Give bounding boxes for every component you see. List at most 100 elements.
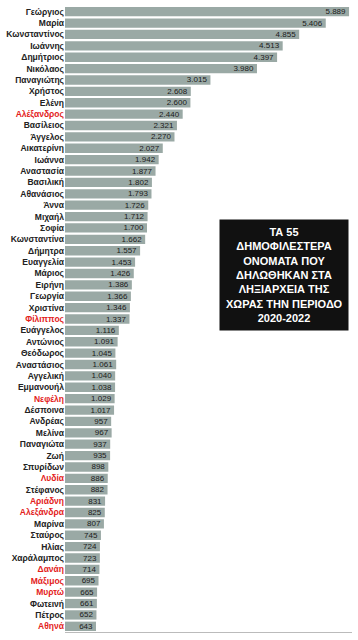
svg-text:2.608: 2.608 bbox=[167, 87, 188, 96]
svg-text:831: 831 bbox=[88, 497, 102, 506]
svg-text:935: 935 bbox=[93, 451, 107, 460]
svg-text:Άννα: Άννα bbox=[43, 200, 64, 210]
svg-text:4.855: 4.855 bbox=[276, 30, 297, 39]
svg-text:Αγγελική: Αγγελική bbox=[28, 371, 64, 381]
svg-text:724: 724 bbox=[83, 542, 97, 551]
svg-text:Μαρία: Μαρία bbox=[39, 18, 65, 28]
svg-text:886: 886 bbox=[91, 474, 105, 483]
svg-text:Φίλιππος: Φίλιππος bbox=[25, 314, 64, 324]
svg-text:ΤΑ 55ΔΗΜΟΦΙΛΕΣΤΕΡΑΟΝΟΜΑΤΑ ΠΟΥΔ: ΤΑ 55ΔΗΜΟΦΙΛΕΣΤΕΡΑΟΝΟΜΑΤΑ ΠΟΥΔΗΛΩΘΗΚΑΝ Σ… bbox=[226, 226, 342, 324]
svg-text:Μαρίνα: Μαρίνα bbox=[34, 519, 65, 529]
svg-text:Μάριος: Μάριος bbox=[34, 268, 64, 278]
svg-text:Ζωή: Ζωή bbox=[46, 451, 64, 461]
svg-text:Ειρήνη: Ειρήνη bbox=[36, 280, 64, 290]
svg-text:4.397: 4.397 bbox=[254, 53, 275, 62]
svg-text:2.027: 2.027 bbox=[139, 144, 160, 153]
svg-text:Μυρτώ: Μυρτώ bbox=[36, 587, 64, 597]
svg-text:Δέσποινα: Δέσποινα bbox=[24, 405, 64, 415]
svg-text:Αλέξανδρος: Αλέξανδρος bbox=[16, 109, 65, 119]
svg-text:Ευαγγελία: Ευαγγελία bbox=[22, 257, 64, 267]
svg-text:1.061: 1.061 bbox=[93, 360, 114, 369]
svg-text:Δανάη: Δανάη bbox=[38, 564, 64, 574]
svg-text:Αριάδνη: Αριάδνη bbox=[30, 496, 64, 506]
svg-text:2.440: 2.440 bbox=[159, 110, 180, 119]
svg-text:1.045: 1.045 bbox=[92, 349, 113, 358]
svg-text:1.040: 1.040 bbox=[92, 371, 113, 380]
svg-text:3.015: 3.015 bbox=[187, 75, 208, 84]
svg-text:Αθηνά: Αθηνά bbox=[38, 621, 65, 631]
svg-text:Ανδρέας: Ανδρέας bbox=[30, 416, 65, 426]
svg-text:Αλεξάνδρα: Αλεξάνδρα bbox=[20, 507, 65, 517]
svg-text:Νεφέλη: Νεφέλη bbox=[34, 394, 64, 404]
svg-text:1.662: 1.662 bbox=[122, 235, 143, 244]
svg-text:652: 652 bbox=[80, 610, 94, 619]
svg-text:Εμμανουήλ: Εμμανουήλ bbox=[18, 382, 64, 392]
svg-text:1.116: 1.116 bbox=[96, 326, 116, 335]
svg-text:Μιχαήλ: Μιχαήλ bbox=[35, 212, 64, 222]
svg-text:Σπυρίδων: Σπυρίδων bbox=[23, 462, 64, 472]
svg-text:1.038: 1.038 bbox=[91, 383, 112, 392]
svg-text:Μελίνα: Μελίνα bbox=[36, 428, 65, 438]
svg-text:1.557: 1.557 bbox=[117, 246, 138, 255]
svg-text:1.942: 1.942 bbox=[135, 155, 156, 164]
svg-text:Φωτεινή: Φωτεινή bbox=[30, 599, 64, 609]
svg-text:937: 937 bbox=[93, 440, 107, 449]
svg-text:1.386: 1.386 bbox=[108, 280, 129, 289]
svg-text:Χαράλαμπος: Χαράλαμπος bbox=[12, 553, 65, 563]
svg-text:Βασίλειος: Βασίλειος bbox=[24, 120, 65, 130]
svg-text:2.321: 2.321 bbox=[153, 121, 174, 130]
svg-text:665: 665 bbox=[80, 588, 94, 597]
svg-text:Λυδία: Λυδία bbox=[41, 473, 65, 483]
svg-text:1.029: 1.029 bbox=[91, 394, 112, 403]
svg-text:825: 825 bbox=[88, 508, 102, 517]
svg-text:2.270: 2.270 bbox=[151, 132, 172, 141]
svg-text:957: 957 bbox=[94, 417, 108, 426]
svg-text:882: 882 bbox=[91, 485, 105, 494]
svg-text:Αντώνιος: Αντώνιος bbox=[26, 337, 65, 347]
svg-text:723: 723 bbox=[83, 554, 97, 563]
svg-text:1.091: 1.091 bbox=[94, 337, 115, 346]
svg-text:1.337: 1.337 bbox=[106, 315, 127, 324]
svg-text:1.346: 1.346 bbox=[106, 303, 127, 312]
svg-text:Στέφανος: Στέφανος bbox=[26, 485, 65, 495]
svg-text:Αναστασία: Αναστασία bbox=[20, 166, 65, 176]
svg-text:Δημήτριος: Δημήτριος bbox=[21, 52, 64, 62]
svg-text:967: 967 bbox=[95, 428, 109, 437]
svg-text:Ελένη: Ελένη bbox=[40, 98, 64, 108]
svg-text:1.712: 1.712 bbox=[124, 212, 145, 221]
svg-text:745: 745 bbox=[84, 531, 98, 540]
svg-text:2.600: 2.600 bbox=[167, 98, 188, 107]
svg-text:Χριστίνα: Χριστίνα bbox=[29, 303, 65, 313]
svg-text:1.802: 1.802 bbox=[128, 178, 149, 187]
svg-text:Ιωάννα: Ιωάννα bbox=[35, 155, 65, 165]
svg-text:1.700: 1.700 bbox=[123, 223, 144, 232]
svg-text:3.980: 3.980 bbox=[233, 64, 254, 73]
svg-text:Ευάγγελος: Ευάγγελος bbox=[20, 325, 64, 335]
svg-text:Αναστάσιος: Αναστάσιος bbox=[16, 360, 65, 370]
svg-text:807: 807 bbox=[87, 519, 101, 528]
svg-text:Δήμητρα: Δήμητρα bbox=[28, 246, 65, 256]
svg-text:695: 695 bbox=[82, 576, 96, 585]
svg-text:4.513: 4.513 bbox=[259, 41, 280, 50]
svg-text:Νικόλαος: Νικόλαος bbox=[26, 64, 64, 74]
svg-text:Σταύρος: Σταύρος bbox=[30, 530, 64, 540]
svg-text:Πέτρος: Πέτρος bbox=[35, 610, 64, 620]
svg-text:1.426: 1.426 bbox=[110, 269, 131, 278]
svg-text:Χρήστος: Χρήστος bbox=[29, 86, 65, 96]
svg-text:Παναγιώτης: Παναγιώτης bbox=[15, 75, 64, 85]
svg-text:1.453: 1.453 bbox=[112, 258, 133, 267]
svg-text:1.017: 1.017 bbox=[90, 406, 111, 415]
svg-text:Μάξιμος: Μάξιμος bbox=[31, 576, 65, 586]
svg-text:5.406: 5.406 bbox=[302, 19, 323, 28]
svg-text:661: 661 bbox=[80, 599, 94, 608]
svg-text:Άγγελος: Άγγελος bbox=[30, 132, 64, 142]
svg-text:1.726: 1.726 bbox=[125, 201, 146, 210]
svg-text:Αικατερίνη: Αικατερίνη bbox=[20, 143, 64, 153]
svg-text:Θεόδωρος: Θεόδωρος bbox=[21, 348, 65, 358]
svg-text:1.877: 1.877 bbox=[132, 167, 153, 176]
svg-text:Κωνσταντίνος: Κωνσταντίνος bbox=[6, 29, 64, 39]
svg-text:Γεωργία: Γεωργία bbox=[30, 291, 65, 301]
svg-text:Γεώργιος: Γεώργιος bbox=[26, 7, 65, 17]
svg-text:Παναγιώτα: Παναγιώτα bbox=[20, 439, 65, 449]
svg-text:Ηλίας: Ηλίας bbox=[41, 542, 64, 552]
